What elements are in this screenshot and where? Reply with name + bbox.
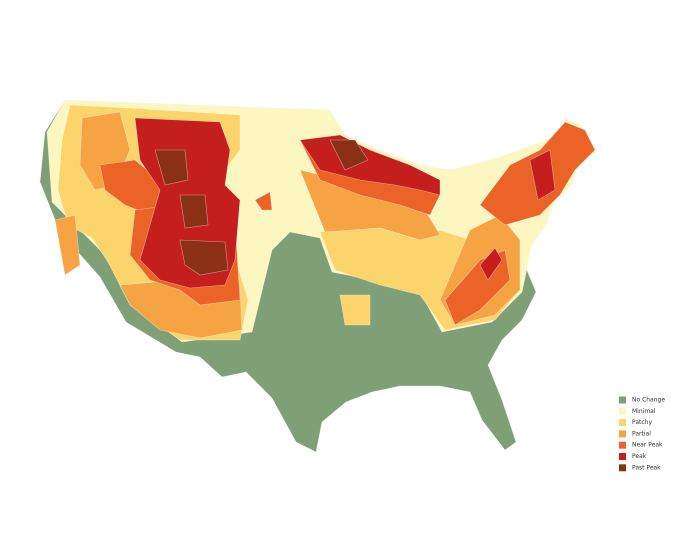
region-partial xyxy=(54,214,81,276)
legend-label: No Change xyxy=(632,397,665,404)
legend-label: Near Peak xyxy=(632,442,663,449)
legend-swatch xyxy=(619,407,626,415)
region-peak xyxy=(529,149,556,201)
legend-swatch xyxy=(619,419,626,427)
region-peak xyxy=(479,247,503,281)
legend-swatch xyxy=(619,441,626,449)
region-patchy xyxy=(339,294,371,326)
region-past-peak xyxy=(154,149,189,186)
region-past-peak xyxy=(179,194,209,229)
legend: No Change Minimal Patchy Partial Near Peak Pe… xyxy=(619,396,665,472)
legend-swatch xyxy=(619,453,626,460)
region-past-peak xyxy=(329,139,369,171)
legend-label: Patchy xyxy=(632,419,652,426)
legend-swatch xyxy=(619,464,626,472)
legend-label: Past Peak xyxy=(632,464,661,471)
us-map xyxy=(39,99,598,453)
region-near-peak xyxy=(254,191,273,211)
legend-label: Partial xyxy=(632,430,651,437)
legend-label: Peak xyxy=(632,453,647,460)
legend-swatch xyxy=(619,396,626,404)
legend-swatch xyxy=(619,430,626,438)
legend-label: Minimal xyxy=(632,408,656,415)
region-past-peak xyxy=(179,239,229,276)
